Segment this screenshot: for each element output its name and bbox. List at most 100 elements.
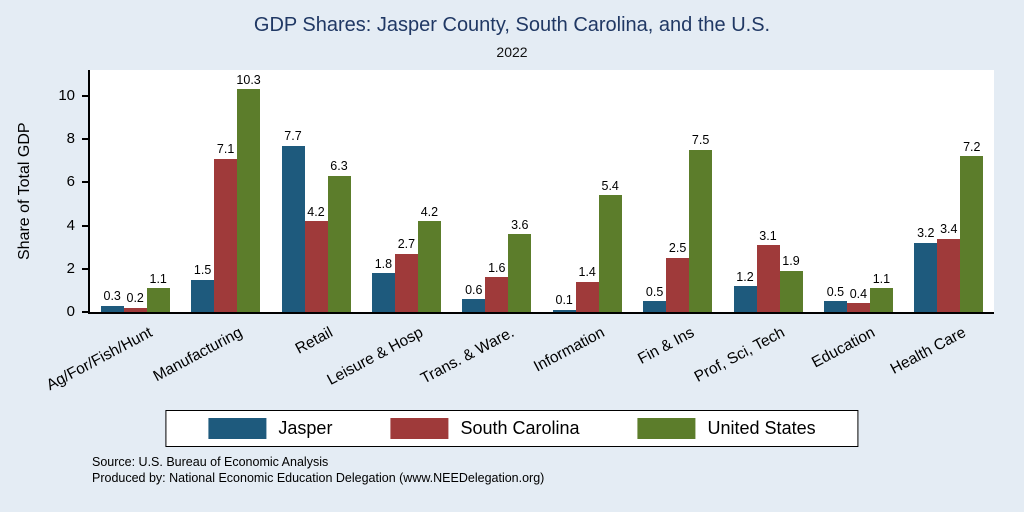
bar [779,270,803,312]
bar [846,303,870,312]
value-label: 7.2 [963,139,981,154]
x-axis-labels: Ag/For/Fish/Hunt Manufacturing Retail Leisu… [44,314,992,406]
x-tick-label: Fin & Ins [635,324,698,368]
bar [666,257,690,312]
x-tick-label: Retail [292,324,336,358]
value-label: 0.1 [555,293,573,308]
value-label: 1.4 [578,265,596,280]
bar [508,234,532,312]
legend-swatch-south-carolina [390,418,449,439]
x-tick-label: Health Care [887,324,969,378]
bar [733,286,757,312]
legend-label-united-states: United States [707,418,816,438]
value-label: 4.2 [307,204,325,219]
y-tick-mark [82,94,88,97]
value-label: 1.1 [149,271,167,286]
value-label: 1.1 [872,271,891,286]
bar [462,299,486,312]
value-label: 1.2 [736,269,754,284]
value-label: 0.4 [849,286,868,301]
y-tick-label: 8 [66,130,75,148]
plot-area: 0.3 0.2 1.1 1.5 7.1 10.3 7.7 4.2 6.3 1.8 2.7 4.2 0.6… [88,70,994,314]
value-label: 1.8 [374,256,393,271]
value-label: 0.5 [645,284,664,299]
bar [643,301,667,312]
source-notes: Source: U.S. Bureau of Economic Analysis… [92,454,544,487]
value-label: 3.6 [511,217,529,232]
value-label: 0.2 [126,291,144,306]
bar [123,307,147,312]
bar [191,279,215,312]
legend-item-united-states: United States [637,418,816,439]
x-tick-label: Trans. & Ware. [417,324,517,388]
bar [937,238,961,312]
y-tick-label: 0 [66,303,75,320]
value-label: 6.3 [330,159,348,174]
value-label: 3.4 [940,222,958,237]
value-label: 1.5 [193,263,212,278]
y-tick-label: 6 [66,173,75,191]
y-tick-label: 2 [66,259,75,277]
produced-by-line: Produced by: National Economic Education… [92,471,545,486]
value-label: 0.6 [465,282,483,297]
bar [327,175,351,312]
legend-label-jasper: Jasper [278,418,333,438]
chart-title: GDP Shares: Jasper County, South Carolin… [253,14,771,36]
bar [914,242,938,312]
y-tick-mark [82,224,88,227]
value-label: 0.3 [103,289,121,304]
x-tick-label: Education [809,324,879,372]
bar [214,158,238,312]
bar [281,145,305,312]
bar [100,305,124,312]
source-line: Source: U.S. Bureau of Economic Analysis [92,455,329,469]
value-label: 2.5 [668,241,687,256]
bar [417,221,441,312]
y-tick-mark [82,138,88,141]
y-axis: 0 2 4 6 8 10 [0,70,88,319]
value-label: 3.2 [917,226,935,241]
bar [689,149,713,312]
legend-label-south-carolina: South Carolina [460,418,580,438]
bar [485,277,509,312]
bar [869,288,893,312]
x-tick-label: Information [530,324,608,376]
value-label: 5.4 [601,178,619,193]
chart-subtitle: 2022 [496,44,528,60]
legend: Jasper South Carolina United States [165,410,859,447]
value-label: 7.1 [216,142,235,157]
bar [146,288,170,312]
bar [575,281,599,312]
legend-swatch-jasper [208,418,267,439]
value-label: 1.9 [782,254,800,269]
y-tick-mark [82,267,88,270]
legend-item-south-carolina: South Carolina [390,418,580,439]
legend-item-jasper: Jasper [208,418,332,439]
bar [598,195,622,312]
bar [237,89,261,312]
y-tick-label: 4 [66,216,75,234]
y-tick-mark [82,181,88,184]
bar [371,273,395,312]
value-label: 7.7 [284,129,302,144]
value-label: 1.6 [488,260,506,275]
bar [823,301,847,312]
bar [960,156,984,312]
x-tick-label: Prof, Sci, Tech [692,324,788,386]
value-label: 4.2 [420,204,439,219]
y-tick-label: 10 [58,86,75,104]
bar [756,245,780,312]
x-tick-label: Leisure & Hosp [324,324,427,389]
value-label: 0.5 [826,284,845,299]
value-label: 10.3 [236,72,261,87]
value-label: 2.7 [397,237,416,252]
x-tick-label: Ag/For/Fish/Hunt [43,324,156,395]
bar [552,309,576,312]
x-tick-label: Manufacturing [150,324,246,386]
legend-swatch-united-states [637,418,696,439]
bar [394,253,418,312]
y-tick-mark [82,311,88,313]
value-label: 3.1 [759,228,777,243]
value-label: 7.5 [691,133,710,148]
